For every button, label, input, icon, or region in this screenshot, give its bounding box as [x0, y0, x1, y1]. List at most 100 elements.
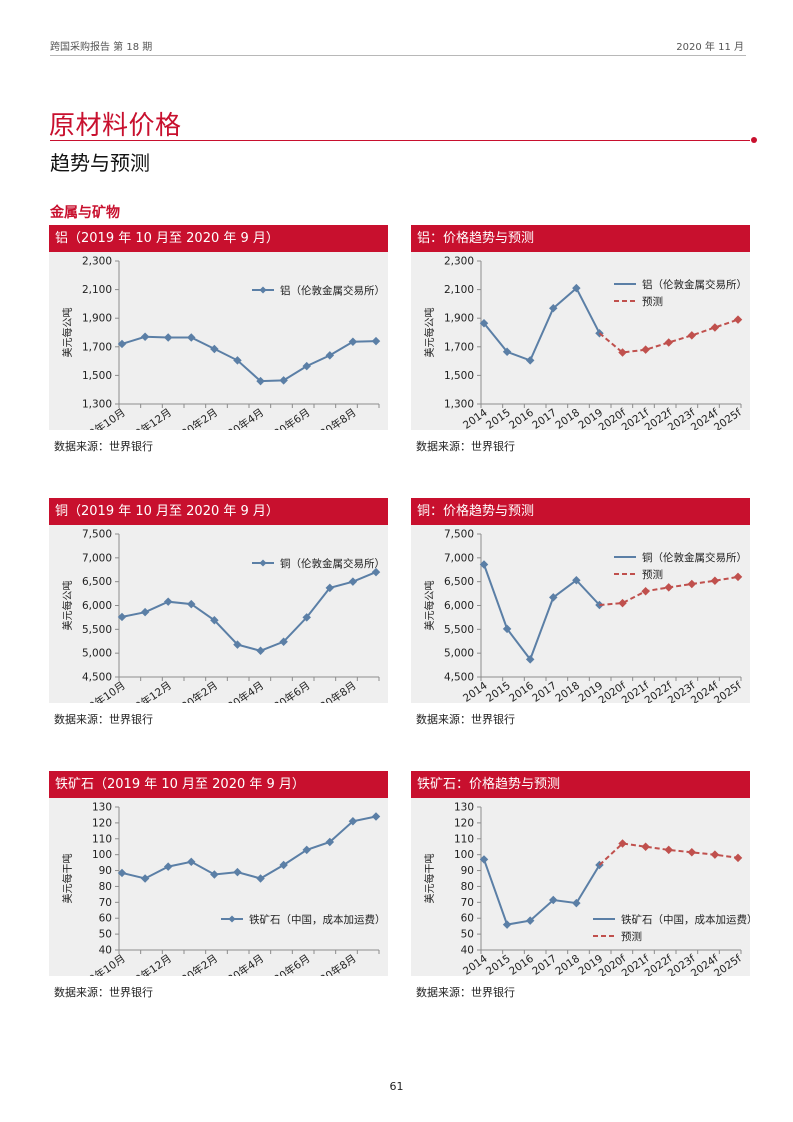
y-tick-label: 4,500 — [444, 672, 474, 684]
y-tick-label: 1,900 — [82, 313, 112, 325]
price-series-line — [483, 286, 601, 362]
data-point — [256, 646, 265, 656]
y-tick-label: 40 — [461, 945, 474, 957]
x-tick-label: 2018 — [553, 407, 582, 430]
page-title: 原材料价格 — [49, 111, 182, 141]
y-tick-label: 90 — [99, 865, 112, 877]
data-point — [187, 857, 196, 867]
y-tick-label: 100 — [92, 849, 112, 861]
data-point — [163, 862, 173, 871]
panel-title: 铁矿石（2019 年 10 月至 2020 年 9 月） — [49, 771, 388, 798]
data-point — [479, 318, 489, 328]
x-tick-label: 2016 — [507, 406, 536, 430]
data-point — [572, 575, 581, 585]
data-point — [371, 812, 381, 821]
data-point — [371, 567, 381, 577]
y-tick-label: 40 — [99, 945, 112, 957]
chart-area: 美元每干吨 40 50 60 70 80 90 100 110 120 130 2019年10月 201… — [49, 798, 388, 976]
data-point — [502, 347, 512, 357]
forecast-point — [664, 845, 673, 855]
legend-label: 铜（伦敦金属交易所） — [280, 557, 385, 570]
y-tick-label: 7,500 — [82, 529, 112, 541]
chart-panel-aluminum-forecast: 铝：价格趋势与预测 美元每公吨 1,300 1,500 1,700 1,900 2,100… — [411, 225, 750, 454]
data-source: 数据来源：世界银行 — [416, 986, 515, 999]
y-tick-label: 50 — [99, 929, 112, 941]
y-tick-label: 120 — [454, 817, 474, 829]
legend-label: 铁矿石（中国，成本加运费） — [249, 913, 386, 926]
x-tick-label: 2020年2月 — [168, 406, 220, 430]
copper-forecast-chart: 美元每公吨 4,500 5,000 5,500 6,000 6,500 7,000 7,500… — [423, 529, 747, 704]
y-tick-label: 110 — [454, 833, 474, 845]
y-tick-label: 7,000 — [82, 552, 112, 564]
data-source: 数据来源：世界银行 — [54, 986, 153, 999]
chart-panel-iron-ore-monthly: 铁矿石（2019 年 10 月至 2020 年 9 月） 美元每干吨 40 50 60… — [49, 771, 388, 1000]
forecast-point — [664, 583, 673, 592]
x-tick-label: 2020年6月 — [260, 679, 312, 703]
legend-label: 铁矿石（中国，成本加运费） — [621, 913, 750, 926]
y-axis-label: 美元每公吨 — [423, 308, 436, 358]
x-tick-label: 2015 — [484, 953, 513, 976]
legend-marker — [259, 286, 267, 294]
y-tick-label: 1,500 — [82, 370, 112, 382]
y-tick-label: 7,500 — [444, 529, 474, 541]
data-point — [525, 356, 535, 365]
x-tick-label: 2020年2月 — [168, 952, 220, 976]
x-tick-label: 2020年6月 — [260, 952, 312, 976]
y-tick-label: 6,500 — [444, 576, 474, 588]
chart-panel-copper-forecast: 铜：价格趋势与预测 美元每公吨 4,500 5,000 5,500 6,000 6,500… — [411, 498, 750, 727]
y-tick-label: 90 — [461, 865, 474, 877]
y-tick-label: 5,000 — [82, 648, 112, 660]
x-tick-label: 2020年6月 — [260, 406, 312, 430]
chart-panel-copper-monthly: 铜（2019 年 10 月至 2020 年 9 月） 美元每公吨 4,500 5,0… — [49, 498, 388, 727]
legend-label: 预测 — [642, 295, 663, 308]
price-series-line — [483, 859, 601, 926]
y-tick-label: 1,700 — [444, 341, 474, 353]
forecast-point — [733, 315, 743, 324]
x-tick-label: 2018 — [553, 953, 582, 976]
y-axis-label: 美元每公吨 — [61, 308, 74, 358]
y-tick-label: 80 — [99, 881, 112, 893]
price-series-line — [483, 564, 601, 662]
y-tick-label: 100 — [454, 849, 474, 861]
y-axis-label: 美元每干吨 — [61, 854, 74, 904]
y-tick-label: 7,000 — [444, 552, 474, 564]
panel-title: 铝（2019 年 10 月至 2020 年 9 月） — [49, 225, 388, 252]
y-tick-label: 1,900 — [444, 313, 474, 325]
y-tick-label: 6,500 — [82, 576, 112, 588]
forecast-point — [641, 586, 650, 596]
price-series-line — [121, 571, 377, 652]
header-divider — [50, 55, 746, 56]
data-point — [140, 332, 150, 342]
y-tick-label: 6,000 — [82, 600, 112, 612]
y-tick-label: 1,700 — [82, 341, 112, 353]
chart-area: 美元每公吨 1,300 1,500 1,700 1,900 2,100 2,300 2014 2… — [411, 252, 750, 430]
page-subtitle: 趋势与预测 — [50, 151, 150, 175]
y-tick-label: 5,000 — [444, 648, 474, 660]
forecast-series-line — [598, 318, 739, 354]
x-tick-label: 2015 — [484, 680, 513, 703]
data-point — [549, 895, 558, 905]
y-tick-label: 70 — [461, 897, 474, 909]
x-tick-label: 2020年8月 — [307, 406, 359, 430]
y-tick-label: 130 — [92, 802, 112, 814]
y-tick-label: 1,300 — [444, 399, 474, 411]
data-point — [140, 607, 150, 617]
data-point — [572, 898, 581, 908]
y-axis-label: 美元每公吨 — [423, 581, 436, 631]
legend-marker — [228, 915, 236, 923]
x-tick-label: 2020年8月 — [307, 679, 359, 703]
y-tick-label: 70 — [99, 897, 112, 909]
header-date: 2020 年 11 月 — [676, 42, 744, 53]
chart-area: 美元每公吨 4,500 5,000 5,500 6,000 6,500 7,000 7,500… — [411, 525, 750, 703]
panel-title: 铜（2019 年 10 月至 2020 年 9 月） — [49, 498, 388, 525]
forecast-point — [687, 848, 697, 857]
y-tick-label: 6,000 — [444, 600, 474, 612]
x-tick-label: 2020年8月 — [307, 952, 359, 976]
forecast-point — [710, 576, 720, 585]
y-tick-label: 2,300 — [82, 256, 112, 268]
x-tick-label: 2020年4月 — [214, 406, 266, 430]
title-divider-dot — [751, 137, 757, 143]
data-point — [163, 333, 173, 342]
chart-panel-iron-ore-forecast: 铁矿石：价格趋势与预测 美元每干吨 40 50 60 70 80 90 100 110 120 13… — [411, 771, 750, 1000]
panel-title: 铝：价格趋势与预测 — [411, 225, 750, 252]
